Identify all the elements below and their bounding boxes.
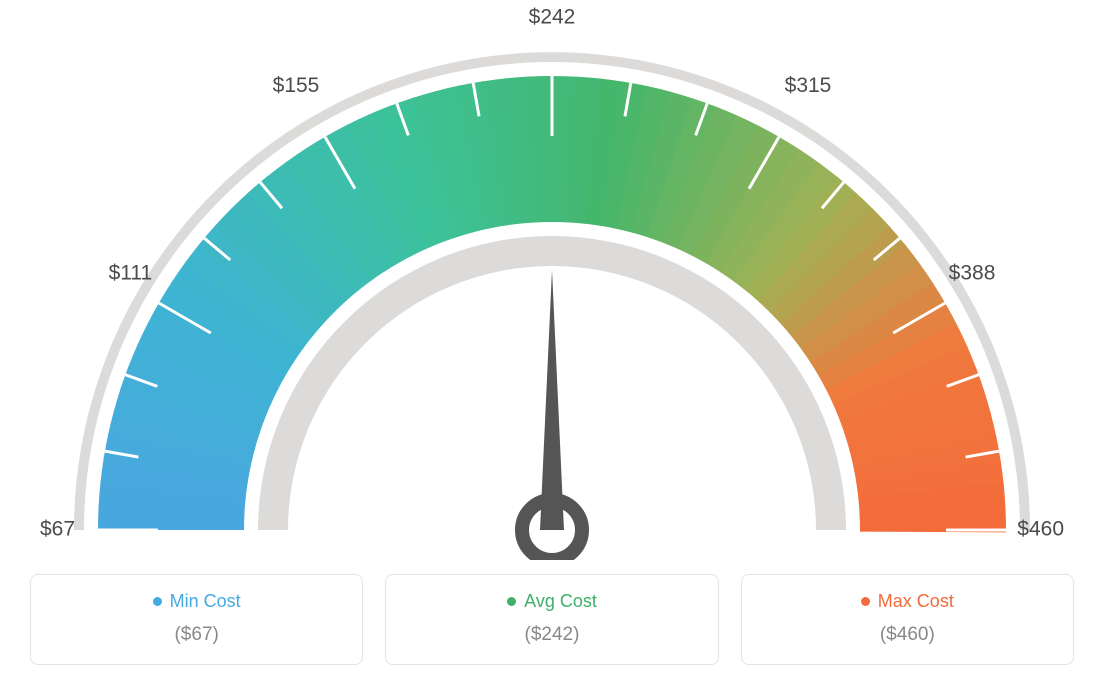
svg-text:$111: $111 [109,262,153,285]
cost-gauge: $67 $111 $155 $242 $315 $388 $460 [0,0,1104,560]
svg-text:$242: $242 [529,6,576,29]
dot-icon [861,597,870,606]
legend-label: Max Cost [878,591,954,612]
svg-text:$315: $315 [785,74,832,97]
svg-text:$67: $67 [40,518,75,541]
svg-text:$155: $155 [273,74,320,97]
legend-value: ($67) [174,624,218,646]
legend-label: Avg Cost [524,591,597,612]
dot-icon [153,597,162,606]
svg-text:$388: $388 [949,262,996,285]
legend-value: ($460) [880,624,935,646]
legend-row: Min Cost ($67) Avg Cost ($242) Max Cost … [30,574,1074,665]
legend-card-min: Min Cost ($67) [30,574,363,665]
legend-card-avg: Avg Cost ($242) [385,574,718,665]
legend-label: Min Cost [170,591,241,612]
svg-text:$460: $460 [1017,518,1064,541]
legend-value: ($242) [525,624,580,646]
legend-card-max: Max Cost ($460) [741,574,1074,665]
dot-icon [507,597,516,606]
